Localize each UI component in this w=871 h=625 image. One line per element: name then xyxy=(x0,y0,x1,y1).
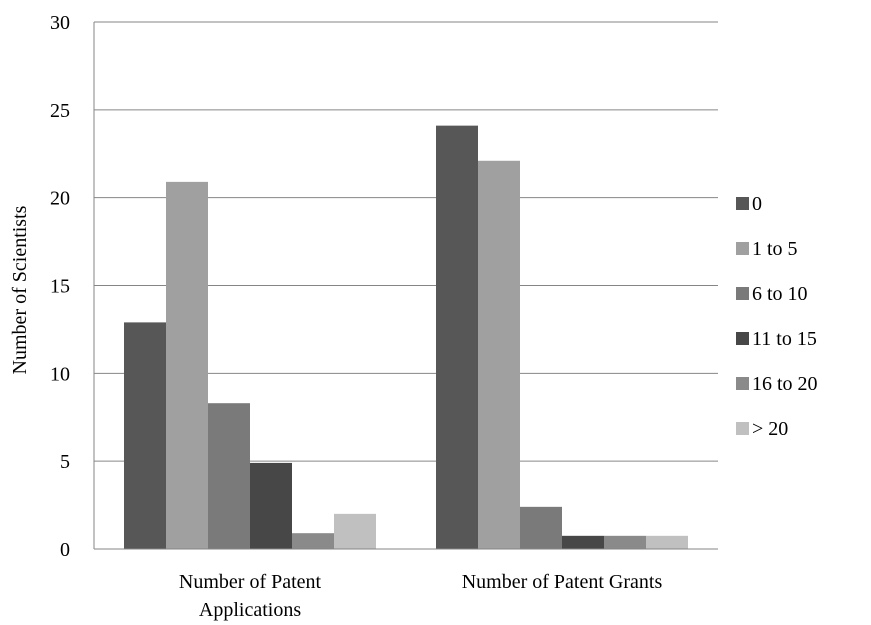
y-tick-labels: 0 5 10 15 20 25 30 xyxy=(50,12,70,561)
category-label: Number of Patent xyxy=(179,571,322,593)
bar xyxy=(436,125,478,549)
y-tick-label: 25 xyxy=(50,100,70,122)
bar xyxy=(478,160,520,549)
legend-label: 16 to 20 xyxy=(752,373,818,395)
bar xyxy=(562,535,604,549)
bars xyxy=(124,125,688,549)
legend-swatch xyxy=(736,422,749,435)
category-labels: Number of Patent Applications Number of Pa… xyxy=(179,571,663,621)
y-tick-label: 15 xyxy=(50,276,70,298)
legend-swatch xyxy=(736,242,749,255)
legend-swatch xyxy=(736,332,749,345)
y-tick-label: 0 xyxy=(60,539,70,561)
legend: 0 1 to 5 6 to 10 11 to 15 16 to 20 > 20 xyxy=(736,193,818,440)
bar xyxy=(166,181,208,549)
bar xyxy=(208,403,250,549)
legend-label: 0 xyxy=(752,193,762,215)
bar xyxy=(250,462,292,549)
legend-label: 6 to 10 xyxy=(752,283,808,305)
legend-label: 1 to 5 xyxy=(752,238,798,260)
bar xyxy=(334,513,376,549)
bar xyxy=(292,533,334,549)
legend-label: > 20 xyxy=(752,418,788,440)
category-label: Number of Patent Grants xyxy=(462,571,663,593)
legend-swatch xyxy=(736,377,749,390)
y-tick-label: 20 xyxy=(50,188,70,210)
legend-swatch xyxy=(736,197,749,210)
legend-label: 11 to 15 xyxy=(752,328,817,350)
bar xyxy=(520,506,562,549)
legend-swatch xyxy=(736,287,749,300)
bar xyxy=(604,535,646,549)
bar xyxy=(124,322,166,549)
bar xyxy=(646,535,688,549)
y-tick-label: 10 xyxy=(50,363,70,385)
y-tick-label: 30 xyxy=(50,12,70,34)
category-label: Applications xyxy=(199,599,301,621)
y-axis-label: Number of Scientists xyxy=(9,205,31,374)
axes xyxy=(93,22,718,550)
y-tick-label: 5 xyxy=(60,451,70,473)
